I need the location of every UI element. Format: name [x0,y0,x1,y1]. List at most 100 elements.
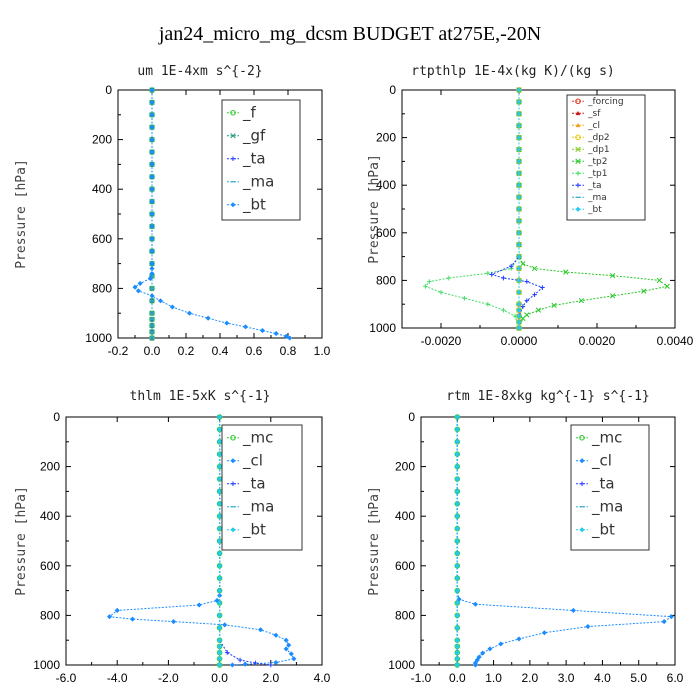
legend: _mc _cl _ta _ma _bt [221,424,303,551]
x-tick-label: 2.0 [522,671,539,685]
legend-label: _ma [242,172,274,191]
data-point [516,313,522,319]
data-point [532,292,537,297]
data-point [516,636,522,642]
data-point [216,451,223,457]
data-point [487,646,493,652]
data-point [454,643,460,650]
x-tick-label: -2.0 [158,671,179,685]
y-tick-label: 1000 [388,658,415,672]
legend-label: _tp2 [587,157,607,167]
legend-label: _bt [242,195,266,214]
y-tick-label: 600 [92,232,112,246]
data-point [149,211,155,217]
data-point [516,319,522,325]
data-point [480,650,486,656]
legend-label: _cl [587,121,600,131]
x-tick-label: -4.0 [107,671,128,685]
data-point [242,661,248,667]
data-point [129,616,136,622]
legend-label: _dp1 [587,145,610,155]
data-point [454,550,460,557]
data-point [216,587,223,594]
data-point [216,476,223,482]
data-point [520,261,526,267]
x-tick-label: -1.0 [411,671,432,685]
legend-label: _ma [587,193,607,203]
data-point [454,575,460,581]
series-tp1 [423,87,522,331]
data-point [516,111,522,117]
data-point [229,662,236,668]
legend-marker [230,109,236,116]
data-point [216,612,223,619]
y-tick-label: 400 [376,178,396,192]
legend-marker [579,481,585,487]
series-line [219,417,271,666]
chart-title: rtm 1E-8xkg kg^{-1} s^{-1} [446,389,650,404]
data-point [454,538,460,544]
data-point [253,660,258,666]
x-tick-label: 0.0000 [501,334,538,348]
data-point [516,242,522,248]
legend-marker [575,111,581,116]
legend-marker [579,458,585,464]
chart-panel-2: rtpthlp 1E-4x(kg K)/(kg s) Pressure [hPa]… [367,64,694,348]
x-tick-label: 0.0040 [657,334,694,348]
data-point [288,651,294,657]
data-point [454,637,460,643]
data-point [520,304,526,309]
x-tick-label: 0.0 [211,671,228,685]
legend-label: _ma [591,497,623,516]
data-point [273,632,279,638]
data-point [508,263,514,269]
data-point [216,426,223,433]
legend-marker [579,434,585,441]
data-point [216,625,223,631]
data-point [135,288,142,294]
legend-label: _ta [587,181,602,191]
data-point [472,601,479,607]
x-tick-label: 1.0 [314,344,331,358]
data-point [216,649,223,656]
data-point [563,269,569,275]
data-point [106,613,113,620]
data-point [668,613,675,620]
y-tick-label: 200 [40,460,60,474]
x-tick-label: -0.2 [108,344,129,358]
x-tick-label: 3.0 [558,671,575,685]
data-point [216,600,223,606]
data-point [524,298,530,303]
legend-marker [575,98,581,105]
data-point [149,124,155,130]
legend: _forcing _sf _cl _dp2 _dp1 _tp2 _tp1 _ta _ma _bt [566,94,646,221]
data-point [472,662,479,668]
data-point [456,596,462,602]
data-point [149,136,155,143]
data-point [454,439,460,445]
data-point [114,607,120,614]
data-point [454,587,460,594]
y-axis-label: Pressure [hPa] [367,486,382,596]
data-point [149,149,155,155]
data-point [237,657,243,663]
y-tick-label: 200 [395,460,415,474]
series-bt [516,87,522,331]
legend-marker [230,156,236,162]
data-point [216,656,223,662]
x-tick-label: 0.4 [212,344,229,358]
legend-label: _forcing [587,97,624,107]
legend-box [221,424,303,551]
y-tick-label: 800 [92,281,112,295]
data-point [216,538,223,544]
data-point [216,662,223,668]
data-point [501,275,506,281]
legend-marker [575,206,581,212]
data-point [516,289,522,295]
legend: _f _gf _ta _ma _bt [221,99,301,221]
data-point [516,123,522,129]
legend-label: _gf [242,126,266,145]
legend-label: _ta [591,474,615,493]
data-point [489,272,494,277]
